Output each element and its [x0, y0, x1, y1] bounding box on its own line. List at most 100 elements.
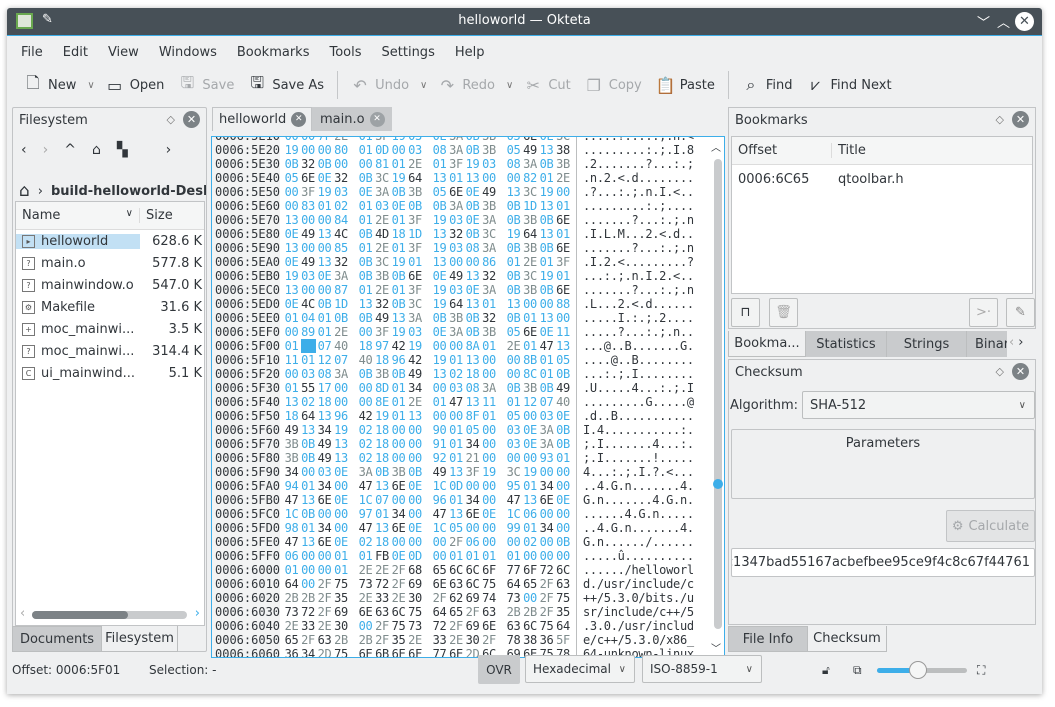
- float-icon[interactable]: ◇: [995, 113, 1004, 126]
- hex-byte[interactable]: 73: [408, 619, 422, 633]
- hex-byte[interactable]: 02: [358, 451, 373, 465]
- hex-byte[interactable]: 03: [506, 423, 521, 437]
- undo-button[interactable]: ↶ Undo: [344, 71, 416, 99]
- hex-byte[interactable]: 01: [358, 213, 373, 227]
- hex-byte[interactable]: 0E: [539, 136, 554, 143]
- hex-byte[interactable]: 6C: [391, 605, 406, 619]
- zoom-out-icon[interactable]: ⧉: [853, 662, 862, 677]
- hex-byte[interactable]: 00: [391, 451, 406, 465]
- hex-byte[interactable]: 65: [449, 605, 463, 619]
- scrollbar-thumb[interactable]: [32, 611, 129, 619]
- hex-byte[interactable]: 00: [556, 521, 570, 535]
- hex-byte[interactable]: 13: [317, 227, 332, 241]
- hex-byte[interactable]: 69: [465, 591, 480, 605]
- ascii-text[interactable]: G.n....../......: [583, 535, 694, 549]
- hex-byte[interactable]: 2E: [375, 241, 389, 255]
- value-coding-select[interactable]: Hexadecimal ∨: [525, 655, 635, 683]
- ascii-text[interactable]: sr/include/c++/5: [583, 605, 694, 619]
- hex-byte[interactable]: 01: [506, 255, 521, 269]
- tabs-scroll-right-icon[interactable]: ›: [1018, 335, 1024, 350]
- hex-byte[interactable]: 13: [284, 283, 299, 297]
- hex-byte[interactable]: 3B: [449, 311, 463, 325]
- hex-byte[interactable]: 40: [556, 395, 570, 409]
- hex-byte[interactable]: 2B: [284, 591, 299, 605]
- hex-byte[interactable]: 82: [523, 171, 537, 185]
- hex-byte[interactable]: 00: [523, 451, 537, 465]
- hex-byte[interactable]: 42: [358, 409, 373, 423]
- hex-byte[interactable]: 03: [482, 157, 496, 171]
- hex-byte[interactable]: 0E: [408, 479, 422, 493]
- hex-byte[interactable]: 00: [408, 451, 422, 465]
- file-row[interactable]: + moc_mainwi... 3.5 K: [16, 318, 204, 340]
- hex-byte[interactable]: 2E: [391, 591, 406, 605]
- hex-byte[interactable]: 32: [375, 297, 389, 311]
- hex-byte[interactable]: 11: [482, 395, 496, 409]
- ascii-text[interactable]: .3.0./usr/includ: [583, 619, 694, 633]
- hex-byte[interactable]: 00: [482, 493, 496, 507]
- ascii-text[interactable]: ....@..B........: [583, 353, 694, 367]
- hex-byte[interactable]: 0B: [391, 269, 406, 283]
- hex-byte[interactable]: 13: [449, 507, 463, 521]
- hex-byte[interactable]: 6E: [556, 213, 570, 227]
- hex-byte[interactable]: 47: [449, 395, 463, 409]
- hex-byte[interactable]: 35: [334, 591, 348, 605]
- hex-byte[interactable]: 64: [301, 409, 315, 423]
- hex-byte[interactable]: 36: [539, 633, 554, 647]
- hex-byte[interactable]: 3A: [408, 311, 422, 325]
- hex-byte[interactable]: 49: [317, 437, 332, 451]
- hex-byte[interactable]: 03: [317, 465, 332, 479]
- hex-byte[interactable]: FB: [375, 549, 389, 563]
- hex-byte[interactable]: 01: [358, 283, 373, 297]
- hex-byte[interactable]: 02: [358, 535, 373, 549]
- ascii-text[interactable]: 64-unknown-linux: [583, 647, 694, 658]
- hex-byte[interactable]: 01: [523, 521, 537, 535]
- hex-byte[interactable]: 0E: [432, 325, 447, 339]
- hex-byte[interactable]: 00: [408, 493, 422, 507]
- hex-byte[interactable]: 38: [523, 633, 537, 647]
- hex-byte[interactable]: 00: [432, 339, 447, 353]
- hex-byte[interactable]: 00: [482, 451, 496, 465]
- hex-byte[interactable]: 0E: [465, 185, 480, 199]
- hex-byte[interactable]: 3A: [523, 157, 537, 171]
- hex-byte[interactable]: 00: [284, 325, 299, 339]
- hex-byte[interactable]: 6C: [523, 619, 537, 633]
- hex-byte[interactable]: 13: [465, 353, 480, 367]
- hex-byte[interactable]: 3F: [408, 213, 422, 227]
- hex-byte[interactable]: 63: [375, 605, 389, 619]
- hex-byte[interactable]: 05: [506, 136, 521, 143]
- hex-byte[interactable]: 6B: [375, 647, 389, 658]
- ascii-text[interactable]: .....û..........: [583, 549, 694, 563]
- hex-byte[interactable]: 78: [506, 633, 521, 647]
- hex-byte[interactable]: 1D: [334, 297, 348, 311]
- hex-byte[interactable]: 00: [301, 136, 315, 143]
- hex-byte[interactable]: 75: [539, 619, 554, 633]
- hex-byte[interactable]: 05: [449, 521, 463, 535]
- hex-byte[interactable]: 0E: [465, 213, 480, 227]
- hex-byte[interactable]: 3C: [408, 297, 422, 311]
- hex-byte[interactable]: 0E: [482, 507, 496, 521]
- hex-byte[interactable]: 02: [449, 367, 463, 381]
- hex-byte[interactable]: 00: [523, 297, 537, 311]
- hex-byte[interactable]: 18: [375, 451, 389, 465]
- ascii-text[interactable]: .U.....4...:.;.I: [583, 381, 694, 395]
- hex-byte[interactable]: 2B: [523, 605, 537, 619]
- hex-byte[interactable]: 32: [482, 269, 496, 283]
- hex-byte[interactable]: 49: [556, 381, 570, 395]
- ascii-text[interactable]: .........:.;....: [583, 199, 694, 213]
- hex-byte[interactable]: 33: [301, 619, 315, 633]
- hex-byte[interactable]: 00: [284, 199, 299, 213]
- hex-byte[interactable]: 2F: [449, 619, 463, 633]
- hex-byte[interactable]: 8A: [465, 339, 480, 353]
- hex-byte[interactable]: 13: [465, 171, 480, 185]
- hex-byte[interactable]: 01: [523, 339, 537, 353]
- hex-byte[interactable]: 3B: [375, 269, 389, 283]
- hex-byte[interactable]: 0B: [358, 367, 373, 381]
- hex-byte[interactable]: 42: [391, 339, 406, 353]
- hex-byte[interactable]: 2E: [523, 255, 537, 269]
- hex-byte[interactable]: 03: [375, 199, 389, 213]
- calculate-button[interactable]: ⚙ Calculate: [946, 510, 1035, 542]
- hex-byte[interactable]: 63: [556, 577, 570, 591]
- hex-byte[interactable]: 00: [432, 381, 447, 395]
- hex-byte[interactable]: 01: [556, 199, 570, 213]
- hex-byte[interactable]: 13: [284, 213, 299, 227]
